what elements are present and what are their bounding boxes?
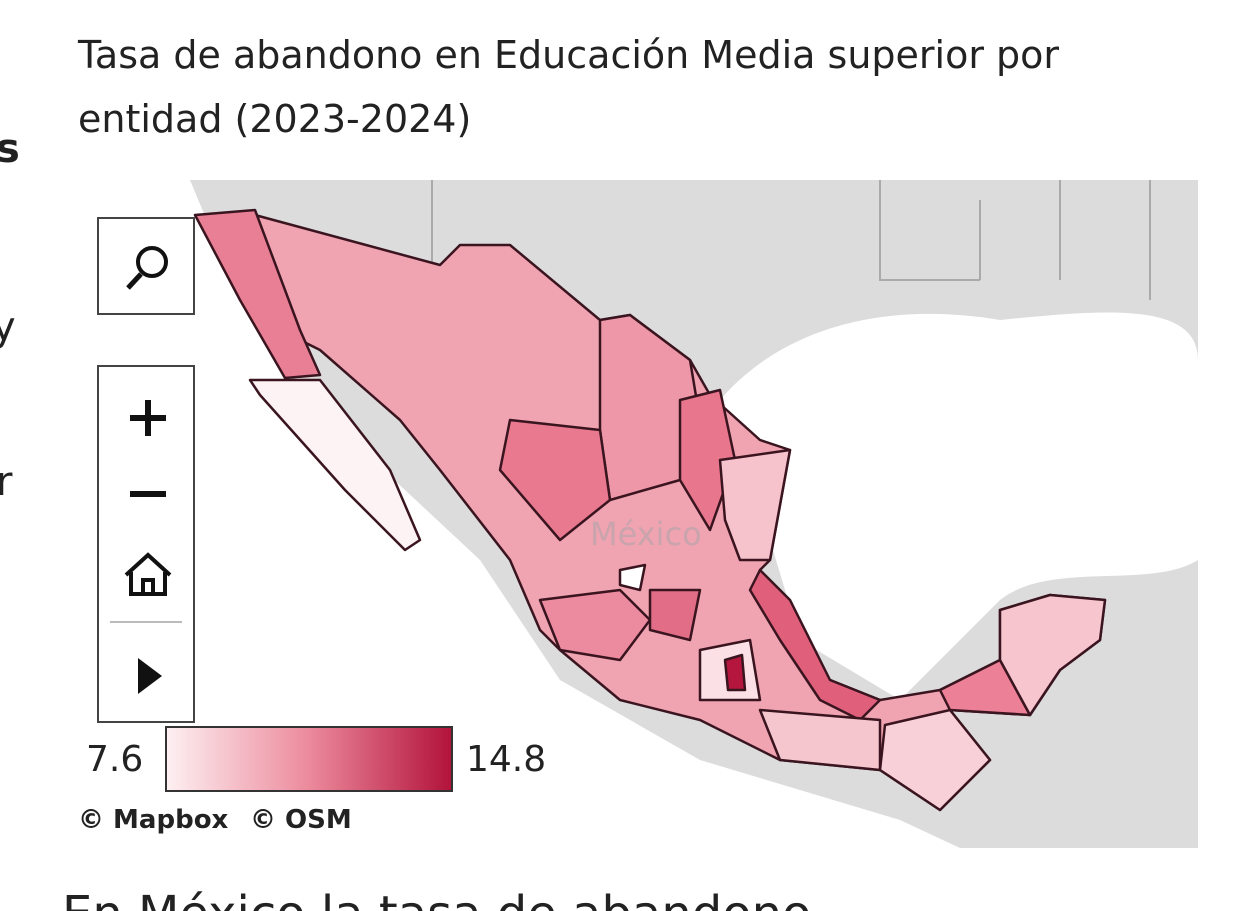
footer-text: En México la tasa de abandono xyxy=(62,886,811,911)
search-button[interactable] xyxy=(97,217,195,315)
state xyxy=(498,418,612,542)
state xyxy=(538,588,652,662)
border xyxy=(431,180,1151,300)
state xyxy=(878,708,992,812)
map-controls xyxy=(97,217,195,723)
attribution[interactable]: © OSM xyxy=(250,805,352,835)
state xyxy=(193,208,322,380)
search-icon xyxy=(126,272,143,290)
search-icon xyxy=(136,246,168,278)
attribution[interactable]: © Mapbox xyxy=(78,805,229,835)
legend-gradient xyxy=(165,726,453,792)
state xyxy=(618,563,647,592)
state xyxy=(648,588,702,642)
title-line: entidad (2023-2024) xyxy=(78,97,471,141)
state xyxy=(998,593,1107,717)
state xyxy=(723,653,747,692)
state xyxy=(718,448,792,562)
ocean xyxy=(168,180,960,848)
home-button[interactable] xyxy=(124,552,172,596)
side-fragment: y xyxy=(0,304,16,350)
place-label: México xyxy=(590,515,702,553)
side-fragment: r xyxy=(0,459,13,505)
map[interactable]: México 7.6 14.8 © Mapbox © OSM xyxy=(78,180,1198,848)
zoom-in[interactable] xyxy=(130,400,166,436)
side-fragment: s xyxy=(0,126,20,172)
gulf xyxy=(720,312,1198,700)
states xyxy=(193,208,1107,812)
title-line: Tasa de abandono en Educación Media supe… xyxy=(77,33,1059,77)
state xyxy=(248,378,422,552)
legend-max: 14.8 xyxy=(466,739,546,780)
legend-min: 7.6 xyxy=(86,739,143,780)
play-button[interactable] xyxy=(138,658,162,694)
